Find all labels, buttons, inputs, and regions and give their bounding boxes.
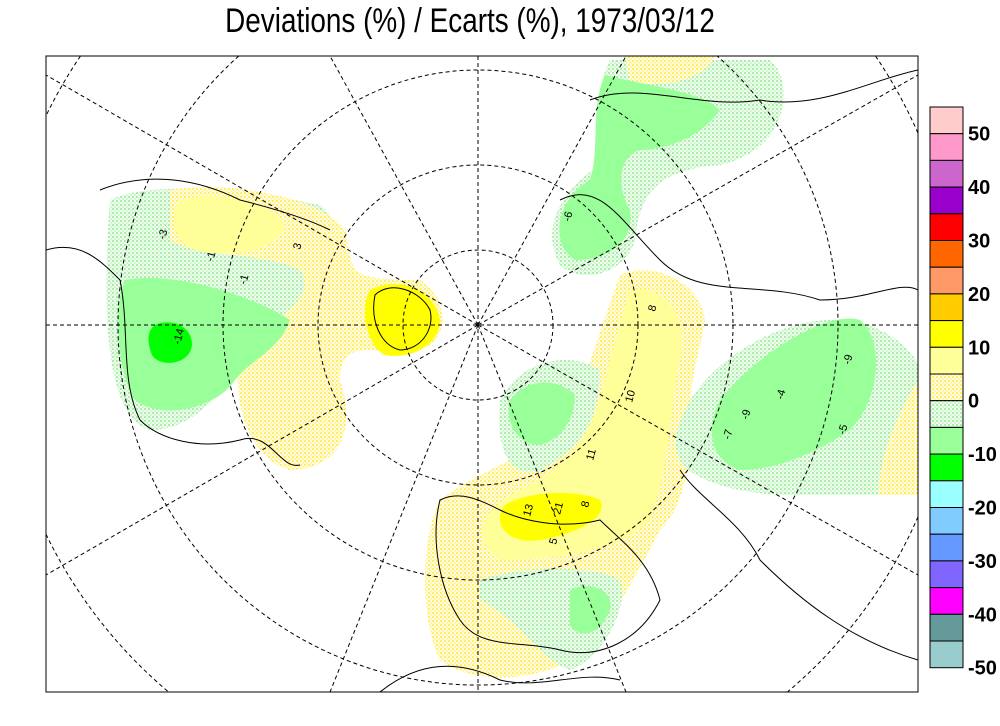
field-negative (508, 382, 575, 445)
station-value: 5 (547, 537, 560, 546)
colorbar-swatch (929, 106, 964, 135)
colorbar-swatch (929, 320, 964, 348)
station-value: -4 (774, 388, 788, 401)
colorbar-label: 30 (968, 231, 990, 253)
colorbar-swatch (929, 480, 964, 508)
station-value: -14 (171, 327, 187, 345)
station-value: -5 (836, 423, 850, 436)
coastlines (46, 69, 918, 692)
field-neutral-positive (170, 186, 443, 471)
colorbar-label: 10 (968, 337, 990, 359)
colorbar-swatch (929, 346, 964, 375)
station-value: 13 (521, 503, 536, 518)
station-value: -3 (156, 228, 170, 241)
colorbar-swatch (929, 587, 964, 615)
map-frame (45, 55, 919, 693)
colorbar-swatch (929, 507, 964, 535)
field-strong-positive (365, 284, 440, 356)
field-negative (559, 75, 720, 260)
colorbar-swatch (929, 453, 964, 482)
colorbar-swatch (929, 266, 964, 295)
colorbar-label: 0 (968, 391, 979, 413)
field-positive (482, 289, 682, 560)
station-value: 3 (291, 242, 304, 251)
graticule (46, 56, 918, 692)
colorbar-swatch (929, 560, 964, 589)
colorbar-swatch (929, 426, 964, 455)
colorbar-swatch (929, 400, 964, 428)
station-value: 21 (551, 501, 566, 516)
colorbar-swatch (929, 159, 964, 188)
colorbar-swatch (929, 293, 964, 322)
colorbar-label: -50 (968, 658, 997, 680)
station-value: 8 (646, 304, 659, 313)
station-value: -9 (739, 408, 753, 421)
colorbar-swatch (929, 213, 964, 242)
station-value: -9 (841, 353, 855, 366)
colorbar-swatch (929, 613, 964, 642)
colorbar-label: 50 (968, 124, 990, 146)
colorbar-label: 40 (968, 177, 990, 199)
colorbar-swatch (929, 533, 964, 562)
station-value: -6 (561, 210, 575, 223)
field-neutral-positive (878, 380, 918, 495)
field-negative (711, 318, 877, 470)
station-labels: -3 -1 -1 3 -14 -6 8 10 11 13 21 8 5 -9 -4 -9 -7 -5 (156, 210, 855, 546)
map-title: Deviations (%) / Ecarts (%), 1973/03/12 (225, 2, 715, 40)
station-value: 10 (623, 389, 638, 404)
colorbar-label: -40 (968, 604, 997, 626)
colorbar-label: -30 (968, 551, 997, 573)
field-neutral-positive (625, 56, 715, 84)
field-positive (173, 196, 285, 254)
colorbar-swatch (929, 186, 964, 215)
station-value: -1 (204, 250, 218, 263)
field-strong-negative (148, 322, 192, 363)
colorbar-label: 20 (968, 284, 990, 306)
map-fields (106, 56, 918, 678)
colorbar-label: -10 (968, 444, 997, 466)
station-value: -7 (721, 428, 735, 441)
colorbar-swatch (929, 373, 964, 402)
colorbar-swatch (929, 133, 964, 161)
field-negative (570, 586, 611, 634)
station-value: -1 (237, 273, 251, 286)
field-negative (118, 278, 290, 411)
colorbar-swatch (929, 240, 964, 268)
station-value: 8 (579, 500, 592, 509)
colorbar: 50 40 30 20 10 0 -10 -20 -30 -40 -50 (929, 106, 997, 680)
colorbar-label: -20 (968, 498, 997, 520)
station-value: 11 (584, 448, 599, 462)
field-strong-positive (499, 493, 602, 541)
colorbar-swatch (929, 640, 964, 669)
